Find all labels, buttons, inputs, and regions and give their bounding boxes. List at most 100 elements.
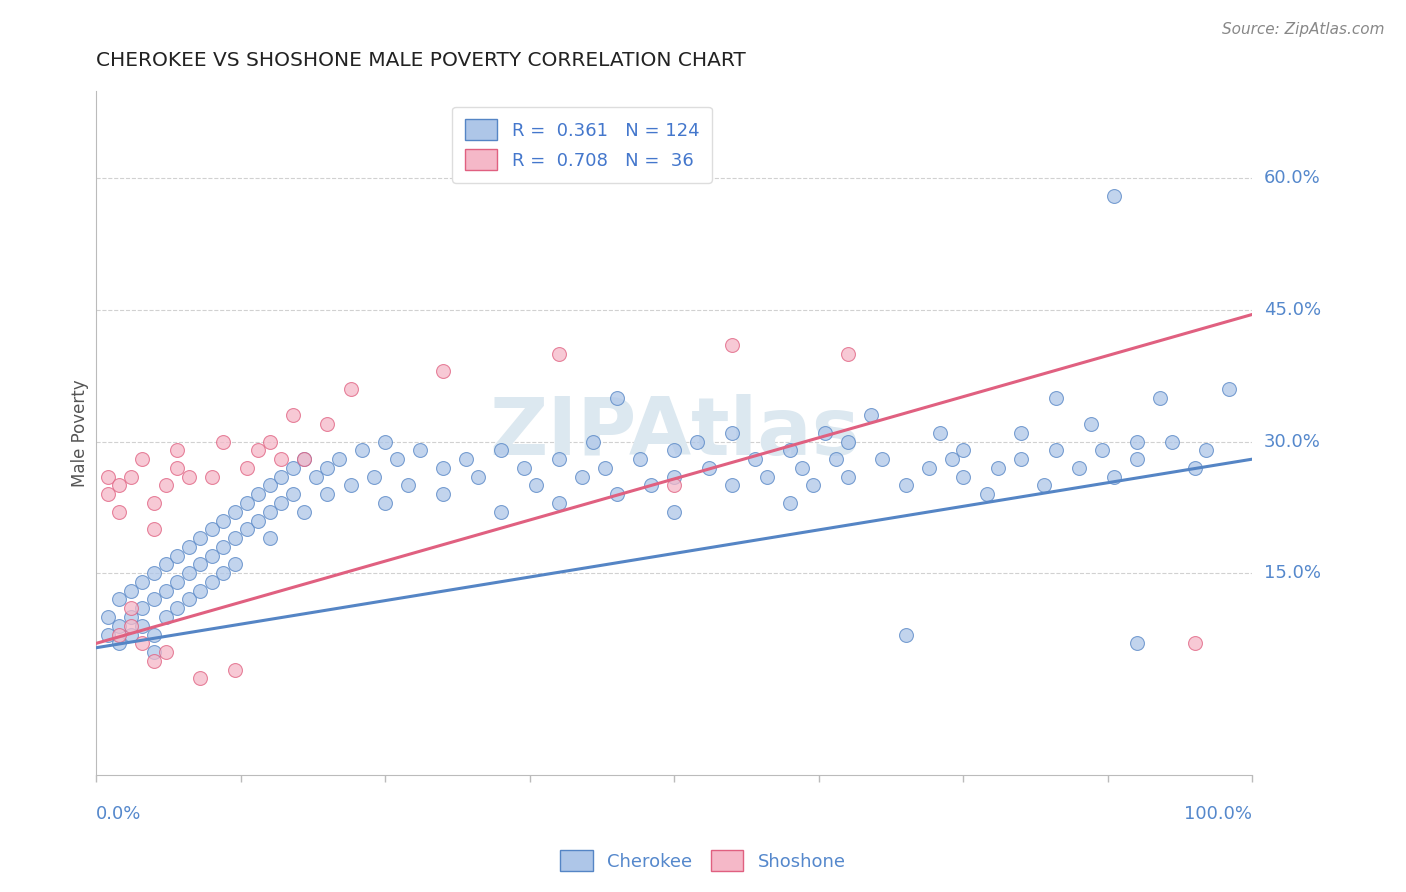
Point <box>270 469 292 483</box>
Point <box>224 531 246 545</box>
Point <box>664 443 686 458</box>
Point <box>259 531 281 545</box>
Text: 100.0%: 100.0% <box>1184 805 1253 823</box>
Point <box>120 610 142 624</box>
Point <box>281 409 304 423</box>
Point <box>188 531 211 545</box>
Point <box>872 452 894 467</box>
Point <box>894 627 917 641</box>
Point <box>143 592 166 607</box>
Point <box>1045 391 1067 405</box>
Point <box>97 627 120 641</box>
Point <box>547 452 569 467</box>
Point <box>201 522 224 536</box>
Point <box>108 505 131 519</box>
Point <box>605 487 627 501</box>
Point <box>1010 452 1032 467</box>
Point <box>177 540 200 554</box>
Point <box>339 478 361 492</box>
Point <box>409 443 432 458</box>
Point <box>721 478 744 492</box>
Point <box>1195 443 1218 458</box>
Point <box>1091 443 1114 458</box>
Point <box>131 601 153 615</box>
Point <box>1033 478 1056 492</box>
Point <box>1010 425 1032 440</box>
Point <box>456 452 478 467</box>
Point <box>664 478 686 492</box>
Point <box>166 601 188 615</box>
Point <box>837 434 859 449</box>
Point <box>281 461 304 475</box>
Point <box>941 452 963 467</box>
Point <box>432 461 454 475</box>
Point <box>120 469 142 483</box>
Point <box>339 382 361 396</box>
Point <box>235 522 257 536</box>
Point <box>143 566 166 581</box>
Point <box>131 452 153 467</box>
Point <box>1067 461 1090 475</box>
Point <box>385 452 408 467</box>
Point <box>744 452 766 467</box>
Point <box>686 434 709 449</box>
Point <box>212 514 235 528</box>
Point <box>281 487 304 501</box>
Point <box>987 461 1010 475</box>
Point <box>918 461 941 475</box>
Point <box>779 443 801 458</box>
Point <box>547 496 569 510</box>
Point <box>1149 391 1171 405</box>
Point <box>235 461 257 475</box>
Point <box>247 487 270 501</box>
Point <box>582 434 605 449</box>
Point <box>755 469 778 483</box>
Point <box>396 478 419 492</box>
Point <box>155 583 177 598</box>
Point <box>432 487 454 501</box>
Point <box>201 574 224 589</box>
Point <box>352 443 374 458</box>
Point <box>1126 636 1149 650</box>
Point <box>1184 461 1206 475</box>
Point <box>259 434 281 449</box>
Point <box>316 487 339 501</box>
Point <box>166 549 188 563</box>
Point <box>177 469 200 483</box>
Point <box>305 469 328 483</box>
Point <box>316 417 339 431</box>
Point <box>166 574 188 589</box>
Point <box>1126 434 1149 449</box>
Point <box>188 672 211 686</box>
Point <box>1102 189 1125 203</box>
Point <box>316 461 339 475</box>
Point <box>108 619 131 633</box>
Point <box>143 522 166 536</box>
Point <box>120 583 142 598</box>
Point <box>547 347 569 361</box>
Point <box>664 505 686 519</box>
Point <box>224 663 246 677</box>
Point <box>247 514 270 528</box>
Point <box>605 391 627 405</box>
Point <box>628 452 651 467</box>
Point <box>131 574 153 589</box>
Point <box>292 452 315 467</box>
Point <box>489 443 512 458</box>
Point <box>212 566 235 581</box>
Point <box>952 469 974 483</box>
Point <box>593 461 616 475</box>
Point <box>1045 443 1067 458</box>
Point <box>212 540 235 554</box>
Point <box>108 627 131 641</box>
Point <box>489 505 512 519</box>
Text: CHEROKEE VS SHOSHONE MALE POVERTY CORRELATION CHART: CHEROKEE VS SHOSHONE MALE POVERTY CORREL… <box>96 51 747 70</box>
Point <box>467 469 489 483</box>
Point <box>779 496 801 510</box>
Point <box>664 469 686 483</box>
Point <box>801 478 824 492</box>
Point <box>374 496 396 510</box>
Text: 30.0%: 30.0% <box>1264 433 1320 450</box>
Text: Source: ZipAtlas.com: Source: ZipAtlas.com <box>1222 22 1385 37</box>
Point <box>259 478 281 492</box>
